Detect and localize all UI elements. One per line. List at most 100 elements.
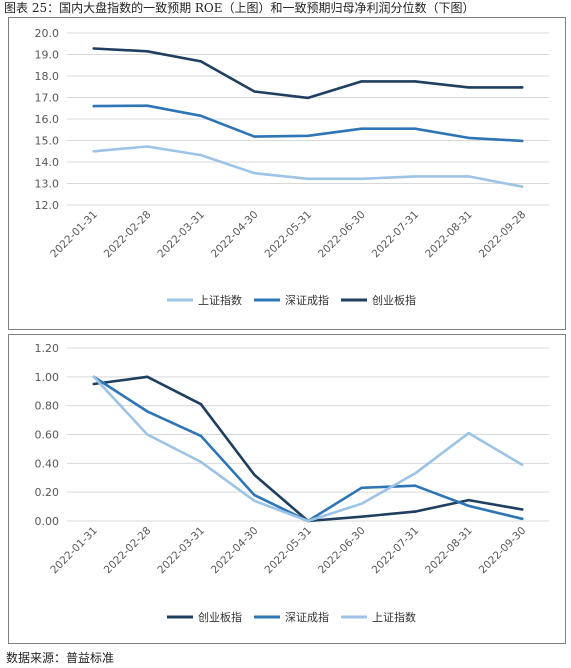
data-point	[521, 185, 524, 188]
x-tick-label: 2022-07-31	[370, 209, 422, 261]
series-line	[92, 47, 524, 100]
data-point	[467, 431, 470, 435]
roe-line-chart: 12.0 13.0 14.0 15.0 16.0 17.0 18.0 19.0 20.0 2022…	[35, 27, 549, 307]
y-tick-label: 0.00	[35, 515, 60, 528]
data-point	[413, 510, 417, 513]
y-tick-label: 15.0	[35, 135, 60, 148]
data-point	[92, 382, 95, 386]
data-point	[199, 460, 203, 464]
data-point	[413, 472, 417, 475]
data-point	[360, 127, 363, 130]
data-point	[306, 96, 310, 100]
data-point	[306, 177, 310, 180]
series-line	[92, 145, 524, 188]
x-tick-label: 2022-04-30	[209, 525, 261, 577]
y-tick-label: 13.0	[35, 178, 60, 191]
data-point	[360, 80, 363, 83]
x-tick-label: 2022-04-30	[209, 209, 261, 261]
x-tick-label: 2022-06-30	[316, 525, 368, 577]
x-tick-label: 2022-02-28	[102, 525, 154, 577]
data-point	[467, 86, 470, 89]
x-tick-label: 2022-09-28	[477, 209, 529, 261]
y-tick-label: 14.0	[35, 156, 60, 169]
x-tick-label: 2022-08-31	[423, 525, 475, 577]
data-point	[199, 60, 203, 63]
x-tick-label: 2022-01-31	[48, 209, 100, 261]
data-point	[92, 375, 95, 379]
y-tick-label: 19.0	[35, 49, 60, 62]
y-tick-label: 0.60	[35, 429, 60, 442]
legend-label: 创业板指	[372, 293, 416, 307]
y-tick-label: 1.20	[35, 342, 60, 355]
data-point	[146, 145, 149, 148]
data-point	[521, 517, 524, 521]
y-tick-label: 0.20	[35, 486, 60, 499]
data-point	[521, 139, 524, 143]
y-tick-label: 16.0	[35, 113, 60, 126]
data-point	[413, 80, 417, 83]
bottom-chart-panel: 0.00 0.20 0.40 0.60 0.80 1.00 1.20 2022-01-31 20…	[8, 334, 566, 644]
legend-label: 创业板指	[198, 610, 242, 624]
data-point	[199, 114, 203, 117]
data-point	[306, 519, 310, 523]
data-point	[306, 134, 310, 137]
data-point	[467, 498, 470, 502]
data-point	[92, 47, 95, 50]
data-point	[360, 502, 363, 505]
x-tick-label: 2022-01-31	[48, 525, 100, 577]
data-point	[92, 150, 95, 153]
data-point	[253, 171, 256, 175]
legend: 上证指数 深证成指 创业板指	[167, 293, 416, 307]
data-point	[253, 135, 256, 138]
top-chart-panel: 12.0 13.0 14.0 15.0 16.0 17.0 18.0 19.0 20.0 2022…	[8, 17, 566, 330]
y-tick-label: 1.00	[35, 371, 60, 384]
x-tick-label: 2022-05-31	[262, 525, 314, 577]
data-point	[146, 50, 149, 53]
series-line	[92, 375, 524, 523]
y-tick-label: 17.0	[35, 92, 60, 105]
y-tick-label: 12.0	[35, 199, 60, 212]
source-note: 数据来源：普益标准	[6, 651, 115, 665]
data-point	[467, 504, 470, 508]
data-point	[413, 175, 417, 178]
data-point	[253, 499, 256, 503]
data-point	[413, 484, 417, 487]
data-point	[253, 90, 256, 93]
legend: 创业板指 深证成指 上证指数	[167, 610, 416, 624]
data-point	[146, 410, 149, 413]
y-tick-label: 18.0	[35, 70, 60, 83]
data-point	[467, 175, 470, 178]
y-tick-label: 20.0	[35, 27, 60, 40]
data-point	[521, 463, 524, 466]
data-point	[360, 177, 363, 180]
data-point	[199, 403, 203, 406]
x-tick-label: 2022-02-28	[102, 209, 154, 261]
x-tick-label: 2022-05-31	[262, 209, 314, 261]
legend-label: 深证成指	[285, 610, 329, 624]
data-point	[146, 433, 149, 436]
data-point	[92, 104, 95, 108]
legend-label: 深证成指	[285, 293, 329, 307]
data-point	[253, 473, 256, 477]
data-point	[360, 515, 363, 518]
y-tick-label: 0.80	[35, 400, 60, 413]
figure-title: 图表 25：国内大盘指数的一致预期 ROE（上图）和一致预期归母净利润分位数（下…	[4, 1, 475, 15]
data-point	[146, 375, 149, 379]
x-tick-label: 2022-09-30	[477, 525, 529, 577]
data-point	[253, 493, 256, 497]
series-line	[92, 375, 524, 523]
x-tick-label: 2022-06-30	[316, 209, 368, 261]
legend-label: 上证指数	[372, 610, 416, 624]
data-point	[521, 508, 524, 511]
x-tick-label: 2022-07-31	[370, 525, 422, 577]
series-line	[92, 375, 524, 523]
legend-label: 上证指数	[198, 293, 242, 307]
data-point	[199, 153, 203, 157]
data-point	[521, 86, 524, 89]
data-point	[146, 104, 149, 107]
x-tick-label: 2022-03-31	[155, 209, 207, 261]
data-point	[413, 127, 417, 130]
data-point	[467, 136, 470, 140]
data-point	[360, 486, 363, 490]
